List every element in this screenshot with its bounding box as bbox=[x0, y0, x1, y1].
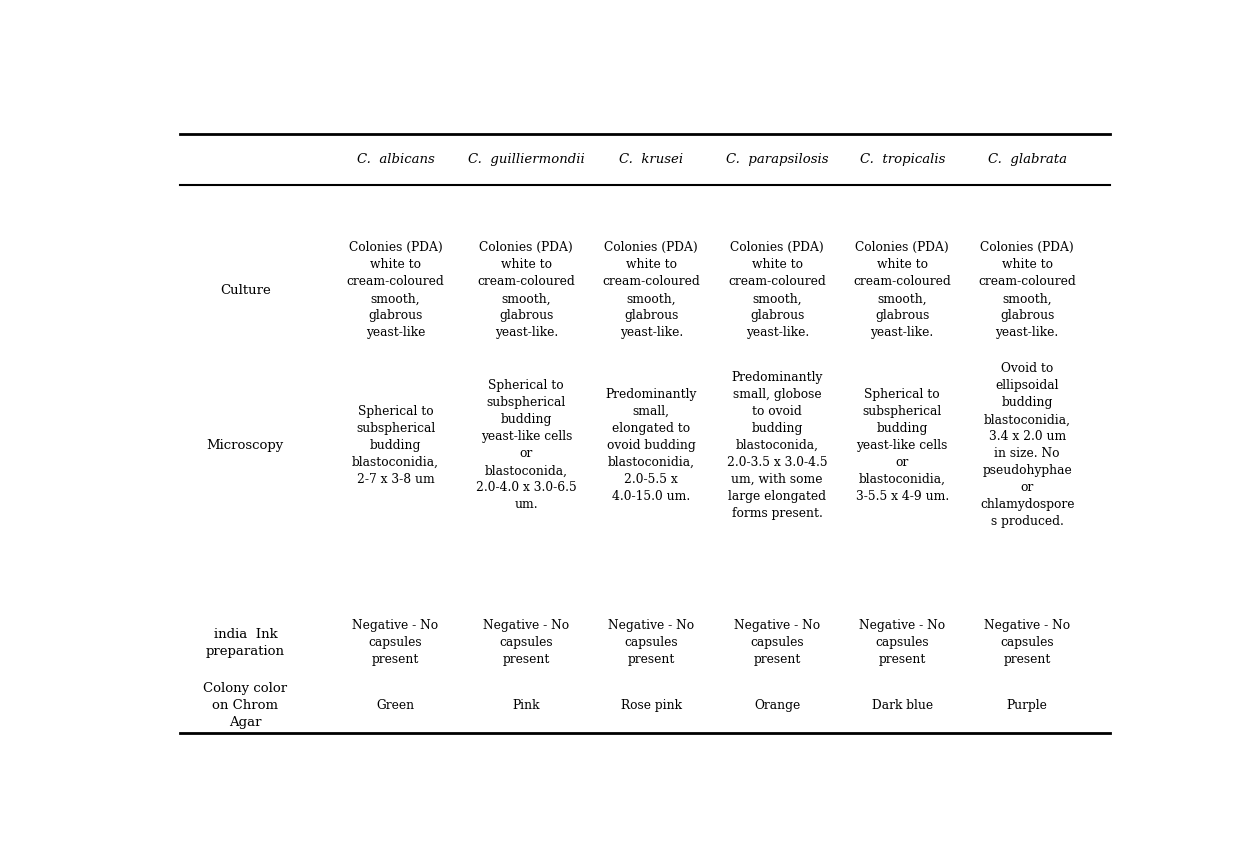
Text: Colonies (PDA)
white to
cream-coloured
smooth,
glabrous
yeast-like.: Colonies (PDA) white to cream-coloured s… bbox=[854, 241, 951, 339]
Text: C.  guilliermondii: C. guilliermondii bbox=[468, 152, 585, 165]
Text: Culture: Culture bbox=[220, 284, 271, 297]
Text: Colonies (PDA)
white to
cream-coloured
smooth,
glabrous
yeast-like.: Colonies (PDA) white to cream-coloured s… bbox=[602, 241, 700, 339]
Text: C.  tropicalis: C. tropicalis bbox=[860, 152, 945, 165]
Text: Green: Green bbox=[376, 699, 415, 712]
Text: Purple: Purple bbox=[1006, 699, 1048, 712]
Text: Dark blue: Dark blue bbox=[871, 699, 932, 712]
Text: Negative - No
capsules
present: Negative - No capsules present bbox=[484, 619, 570, 666]
Text: Negative - No
capsules
present: Negative - No capsules present bbox=[352, 619, 439, 666]
Text: Colonies (PDA)
white to
cream-coloured
smooth,
glabrous
yeast-like: Colonies (PDA) white to cream-coloured s… bbox=[346, 241, 445, 339]
Text: Colony color
on Chrom
Agar: Colony color on Chrom Agar bbox=[204, 682, 288, 728]
Text: Pink: Pink bbox=[512, 699, 540, 712]
Text: Negative - No
capsules
present: Negative - No capsules present bbox=[734, 619, 820, 666]
Text: C.  parapsilosis: C. parapsilosis bbox=[726, 152, 829, 165]
Text: india  Ink
preparation: india Ink preparation bbox=[206, 628, 285, 657]
Text: C.  albicans: C. albicans bbox=[356, 152, 435, 165]
Text: Negative - No
capsules
present: Negative - No capsules present bbox=[859, 619, 945, 666]
Text: Predominantly
small,
elongated to
ovoid budding
blastoconidia,
2.0-5.5 x
4.0-15.: Predominantly small, elongated to ovoid … bbox=[605, 388, 698, 503]
Text: Predominantly
small, globose
to ovoid
budding
blastoconida,
2.0-3.5 x 3.0-4.5
um: Predominantly small, globose to ovoid bu… bbox=[728, 371, 828, 520]
Text: Spherical to
subspherical
budding
yeast-like cells
or
blastoconida,
2.0-4.0 x 3.: Spherical to subspherical budding yeast-… bbox=[476, 380, 576, 511]
Text: Spherical to
subspherical
budding
yeast-like cells
or
blastoconidia,
3-5.5 x 4-9: Spherical to subspherical budding yeast-… bbox=[855, 388, 949, 503]
Text: Rose pink: Rose pink bbox=[621, 699, 681, 712]
Text: Negative - No
capsules
present: Negative - No capsules present bbox=[984, 619, 1070, 666]
Text: Spherical to
subspherical
budding
blastoconidia,
2-7 x 3-8 um: Spherical to subspherical budding blasto… bbox=[352, 405, 439, 486]
Text: Orange: Orange bbox=[754, 699, 800, 712]
Text: Negative - No
capsules
present: Negative - No capsules present bbox=[609, 619, 694, 666]
Text: C.  krusei: C. krusei bbox=[619, 152, 684, 165]
Text: Colonies (PDA)
white to
cream-coloured
smooth,
glabrous
yeast-like.: Colonies (PDA) white to cream-coloured s… bbox=[478, 241, 575, 339]
Text: C.  glabrata: C. glabrata bbox=[988, 152, 1066, 165]
Text: Ovoid to
ellipsoidal
budding
blastoconidia,
3.4 x 2.0 um
in size. No
pseudohypha: Ovoid to ellipsoidal budding blastoconid… bbox=[980, 362, 1075, 529]
Text: Microscopy: Microscopy bbox=[206, 439, 284, 452]
Text: Colonies (PDA)
white to
cream-coloured
smooth,
glabrous
yeast-like.: Colonies (PDA) white to cream-coloured s… bbox=[729, 241, 826, 339]
Text: Colonies (PDA)
white to
cream-coloured
smooth,
glabrous
yeast-like.: Colonies (PDA) white to cream-coloured s… bbox=[979, 241, 1076, 339]
